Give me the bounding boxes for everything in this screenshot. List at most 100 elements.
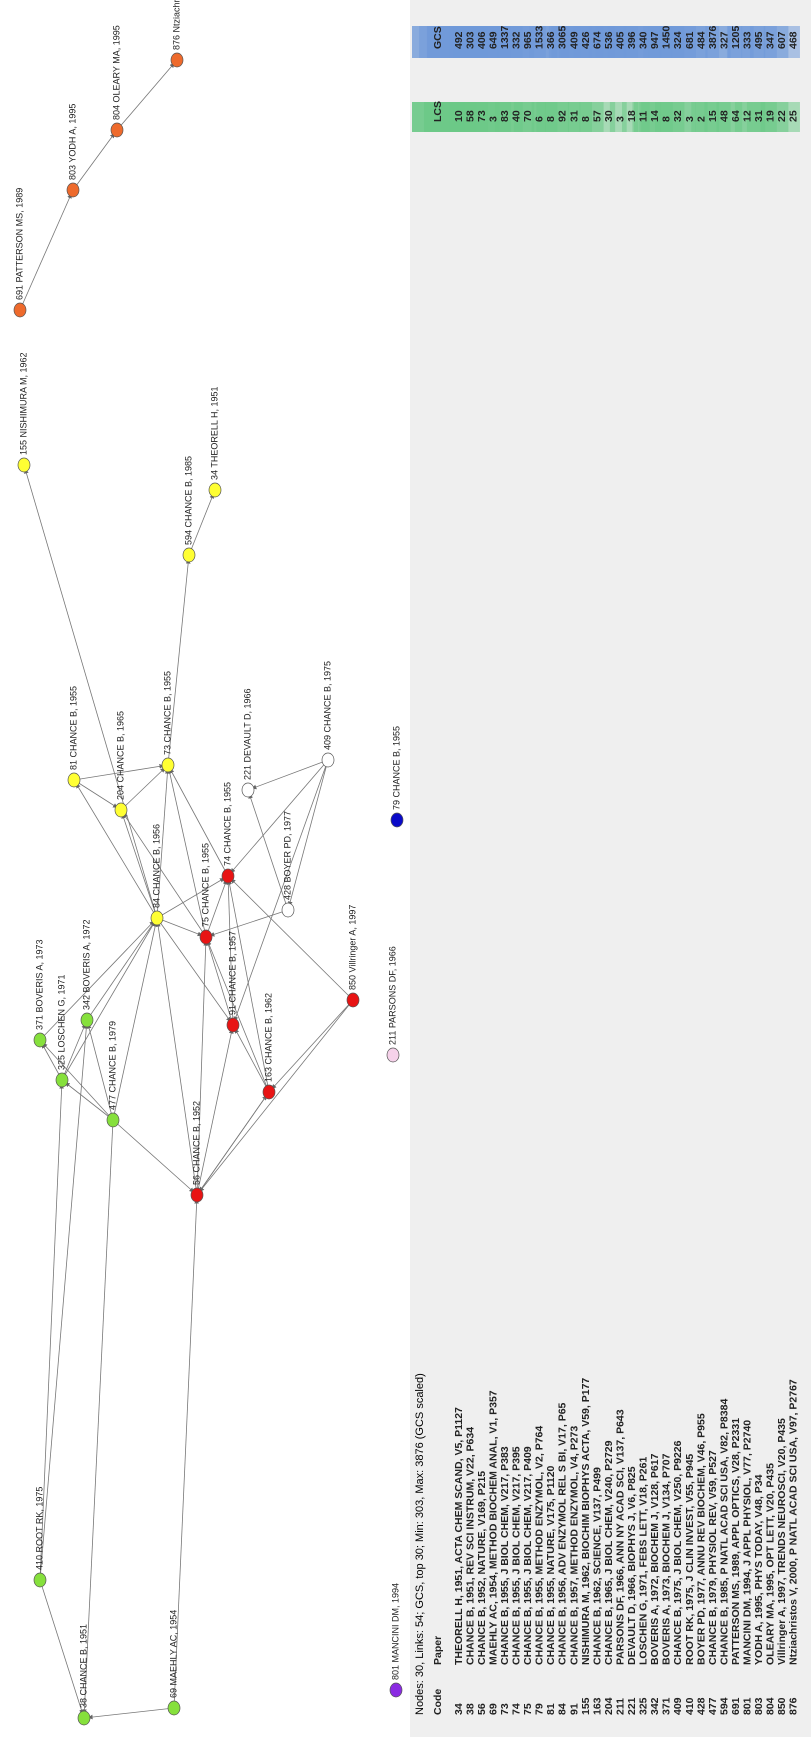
table-cell: 84 bbox=[557, 1703, 569, 1715]
table-cell: 410 bbox=[684, 1697, 696, 1715]
edge bbox=[112, 917, 158, 1121]
node-label: 876 Ntziachristos V, 2000 bbox=[171, 0, 181, 50]
edge bbox=[196, 999, 354, 1196]
table-cell: BOVERIS A, 1972, BIOCHEM J, V128, P617 bbox=[649, 1453, 661, 1665]
table-cell: 25 bbox=[788, 110, 800, 122]
table-cell: CHANCE B, 1955, METHOD ENZYMOL, V2, P764 bbox=[534, 1426, 546, 1665]
node bbox=[221, 868, 235, 884]
table-cell: MAEHLY AC, 1954, METHOD BIOCHEM ANAL, V1… bbox=[487, 1390, 499, 1665]
table-cell: THEORELL H, 1951, ACTA CHEM SCAND, V5, P… bbox=[453, 1407, 465, 1665]
node bbox=[33, 1032, 47, 1048]
edge bbox=[167, 764, 207, 938]
table-cell: BOVERIS A, 1973, BIOCHEM J, V134, P707 bbox=[661, 1453, 673, 1665]
edge bbox=[86, 1019, 114, 1121]
table-cell: CHANCE B, 1956, ADV ENZYMOL REL S BI, V1… bbox=[557, 1402, 569, 1665]
table-cell: CHANCE B, 1951, REV SCI INSTRUM, V22, P6… bbox=[464, 1427, 476, 1665]
table-header: LCS bbox=[432, 101, 444, 122]
node-label: 155 NISHIMURA M, 1962 bbox=[18, 352, 28, 455]
node bbox=[66, 182, 80, 198]
node-label: 371 BOVERIS A, 1973 bbox=[34, 939, 44, 1030]
node-label: 73 CHANCE B, 1955 bbox=[162, 671, 172, 755]
node-label: 477 CHANCE B, 1979 bbox=[107, 1021, 117, 1110]
node-label: 594 CHANCE B, 1985 bbox=[183, 456, 193, 545]
table-cell: 48 bbox=[718, 110, 730, 122]
table-cell: NISHIMURA M, 1962, BIOCHIM BIOPHYS ACTA,… bbox=[580, 1378, 592, 1665]
edge bbox=[39, 1039, 114, 1121]
table-cell: 91 bbox=[568, 1703, 580, 1715]
table-cell: 30 bbox=[603, 110, 615, 122]
node bbox=[80, 1012, 94, 1028]
table-cell: PATTERSON MS, 1989, APPL OPTICS, V28, P2… bbox=[730, 1418, 742, 1665]
node bbox=[262, 1084, 276, 1100]
table-cell: CHANCE B, 1955, J BIOL CHEM, V217, P383 bbox=[499, 1446, 511, 1665]
table-cell: CHANCE B, 1955, J BIOL CHEM, V217, P395 bbox=[511, 1446, 523, 1665]
table-cell: 396 bbox=[626, 31, 638, 49]
table-cell: 426 bbox=[580, 31, 592, 49]
table-cell: 31 bbox=[753, 110, 765, 122]
node-label: 801 MANCINI DM, 1994 bbox=[390, 1583, 400, 1680]
edge bbox=[227, 875, 270, 1093]
edge bbox=[268, 999, 354, 1093]
table-cell: PARSONS DF, 1966, ANN NY ACAD SCI, V137,… bbox=[614, 1409, 626, 1665]
edge bbox=[73, 779, 122, 811]
table-cell: 405 bbox=[614, 31, 626, 49]
node bbox=[150, 910, 164, 926]
table-cell: 947 bbox=[649, 31, 661, 49]
table-cell: 8 bbox=[661, 116, 673, 122]
table-cell: 22 bbox=[776, 110, 788, 122]
table-cell: 649 bbox=[487, 31, 499, 49]
node bbox=[281, 902, 295, 918]
gcs-bar bbox=[419, 26, 720, 58]
table-cell: 92 bbox=[557, 110, 569, 122]
node-label: 691 PATTERSON MS, 1989 bbox=[14, 188, 24, 300]
table-cell: YODH A, 1995, PHYS TODAY, V48, P34 bbox=[753, 1474, 765, 1665]
table-cell: 406 bbox=[476, 31, 488, 49]
edge bbox=[120, 764, 169, 811]
table-cell: 211 bbox=[614, 1698, 626, 1715]
edge bbox=[232, 759, 329, 1026]
edge bbox=[82, 1119, 114, 1719]
table-cell: MANCINI DM, 1994, J APPL PHYSIOL, V77, P… bbox=[742, 1420, 754, 1665]
table-cell: 74 bbox=[511, 1703, 523, 1715]
table-cell: Villringer A, 1997, TRENDS NEUROSCI, V20… bbox=[776, 1418, 788, 1665]
table-cell: CHANCE B, 1979, PHYSIOL REV, V59, P527 bbox=[707, 1450, 719, 1665]
table-cell: 6 bbox=[534, 116, 546, 122]
table-cell: 325 bbox=[638, 1697, 650, 1715]
table-cell: 32 bbox=[672, 110, 684, 122]
table-cell: CHANCE B, 1955, J BIOL CHEM, V217, P409 bbox=[522, 1446, 534, 1665]
table-cell: 428 bbox=[695, 1697, 707, 1715]
table-cell: 2 bbox=[695, 116, 707, 122]
edge bbox=[196, 1024, 234, 1196]
table-cell: LOSCHEN G, 1971, FEBS LETT, V18, P261 bbox=[638, 1457, 650, 1665]
node-label: 409 CHANCE B, 1975 bbox=[322, 661, 332, 750]
node-label: 75 CHANCE B, 1955 bbox=[200, 843, 210, 927]
node-label: 804 OLEARY MA, 1995 bbox=[111, 25, 121, 120]
node bbox=[190, 1187, 204, 1203]
edge bbox=[227, 875, 354, 1001]
node bbox=[321, 752, 335, 768]
table-cell: 594 bbox=[718, 1697, 730, 1715]
node bbox=[346, 992, 360, 1008]
table-cell: 1450 bbox=[661, 25, 673, 49]
node bbox=[226, 1017, 240, 1033]
edge bbox=[39, 1079, 65, 1581]
edge bbox=[196, 936, 209, 1196]
node bbox=[114, 802, 128, 818]
node bbox=[199, 929, 213, 945]
node bbox=[110, 122, 124, 138]
table-cell: 681 bbox=[684, 31, 696, 49]
table-cell: 801 bbox=[742, 1697, 754, 1715]
node bbox=[106, 1112, 120, 1128]
table-cell: 342 bbox=[649, 1697, 661, 1715]
table-cell: DEVAULT D, 1966, BIOPHYS J, V6, P825 bbox=[626, 1466, 638, 1665]
node bbox=[13, 302, 27, 318]
table-cell: 303 bbox=[464, 31, 476, 49]
lcs-bar bbox=[609, 102, 639, 132]
edge bbox=[116, 59, 178, 131]
node-label: 410 ROOT RK, 1975 bbox=[34, 1487, 44, 1570]
table-cell: OLEARY MA, 1995, OPT LETT, V20, P435 bbox=[765, 1463, 777, 1665]
table-cell: CHANCE B, 1957, METHOD ENZYMOL, V4, P273 bbox=[568, 1426, 580, 1665]
table-cell: Ntziachristos V, 2000, P NATL ACAD SCI U… bbox=[788, 1379, 800, 1665]
node-label: 163 CHANCE B, 1962 bbox=[263, 993, 273, 1082]
